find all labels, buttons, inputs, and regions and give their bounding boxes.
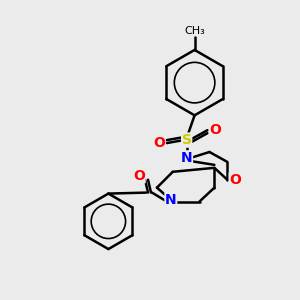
Text: O: O	[209, 123, 221, 137]
Text: O: O	[153, 136, 165, 150]
Text: S: S	[182, 133, 192, 147]
Text: CH₃: CH₃	[184, 26, 205, 36]
Text: O: O	[229, 173, 241, 187]
Text: N: N	[165, 193, 177, 206]
Text: O: O	[133, 169, 145, 183]
Text: N: N	[181, 151, 193, 165]
